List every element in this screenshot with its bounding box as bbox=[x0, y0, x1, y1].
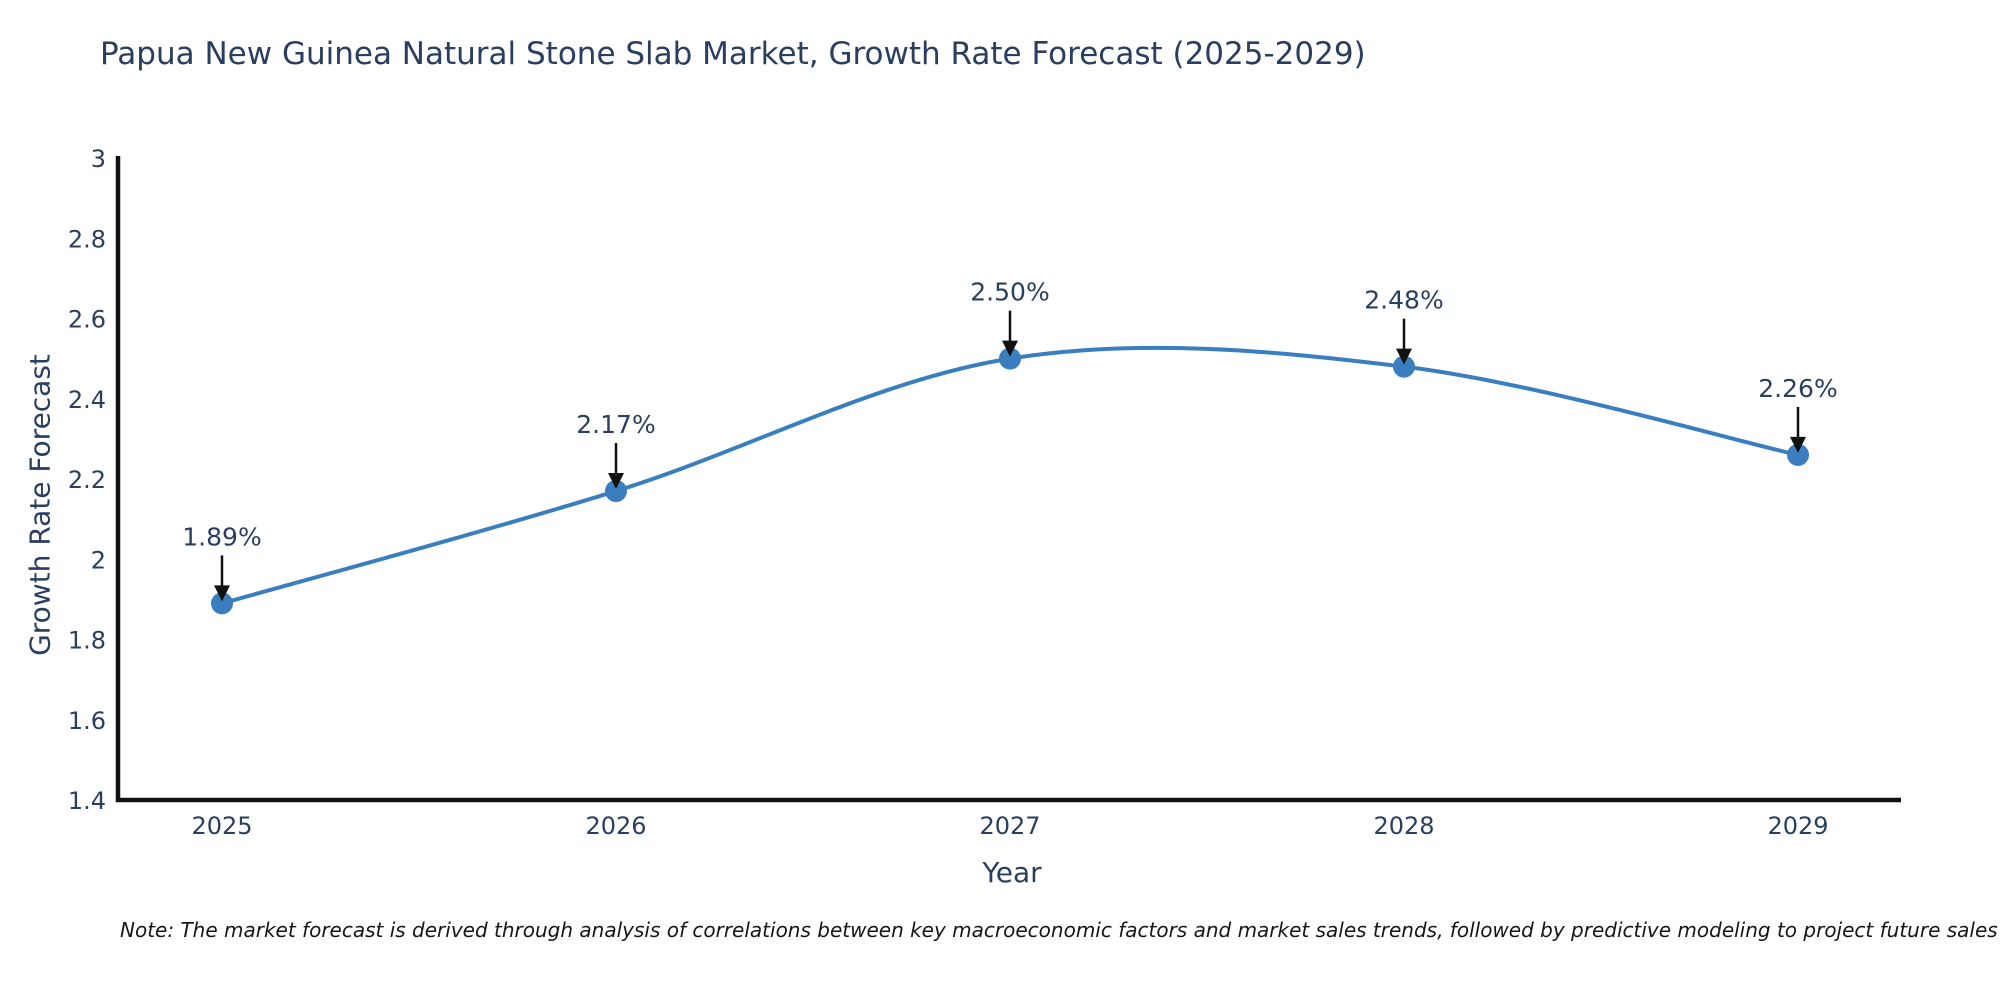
y-tick-label: 1.8 bbox=[68, 627, 106, 655]
annotation-arrowhead bbox=[608, 473, 624, 490]
data-point-label: 2.17% bbox=[576, 410, 655, 439]
data-point-label: 2.26% bbox=[1758, 374, 1837, 403]
annotation-arrowhead bbox=[1790, 436, 1806, 453]
y-tick-label: 2 bbox=[91, 546, 106, 574]
data-point-marker bbox=[999, 347, 1021, 370]
footnote: Note: The market forecast is derived thr… bbox=[120, 918, 1998, 942]
x-tick-label: 2028 bbox=[1373, 812, 1434, 840]
annotation-arrowhead bbox=[1396, 348, 1412, 365]
data-point-label: 2.50% bbox=[970, 278, 1049, 307]
forecast-line bbox=[220, 345, 1800, 606]
y-tick-label: 2.8 bbox=[68, 225, 106, 253]
y-tick-label: 1.4 bbox=[68, 787, 106, 815]
y-tick-label: 2.6 bbox=[68, 306, 106, 334]
chart-title: Papua New Guinea Natural Stone Slab Mark… bbox=[100, 36, 1366, 72]
y-tick-label: 2.4 bbox=[68, 386, 106, 414]
annotation-arrowhead bbox=[1002, 340, 1018, 357]
y-tick-label: 3 bbox=[91, 145, 106, 173]
data-point-label: 1.89% bbox=[182, 522, 261, 551]
data-point-marker bbox=[605, 480, 627, 503]
data-point-marker bbox=[1787, 443, 1809, 466]
data-point-marker bbox=[1393, 355, 1415, 378]
x-tick-label: 2026 bbox=[585, 812, 646, 840]
annotation-arrowhead bbox=[214, 585, 230, 602]
y-tick-label: 2.2 bbox=[68, 466, 106, 494]
x-tick-label: 2027 bbox=[979, 812, 1040, 840]
x-tick-label: 2025 bbox=[191, 812, 252, 840]
y-tick-label: 1.6 bbox=[68, 707, 106, 735]
x-tick-label: 2029 bbox=[1767, 812, 1828, 840]
x-axis-title: Year bbox=[982, 856, 1042, 889]
data-point-label: 2.48% bbox=[1364, 286, 1443, 315]
data-point-marker bbox=[211, 592, 233, 615]
